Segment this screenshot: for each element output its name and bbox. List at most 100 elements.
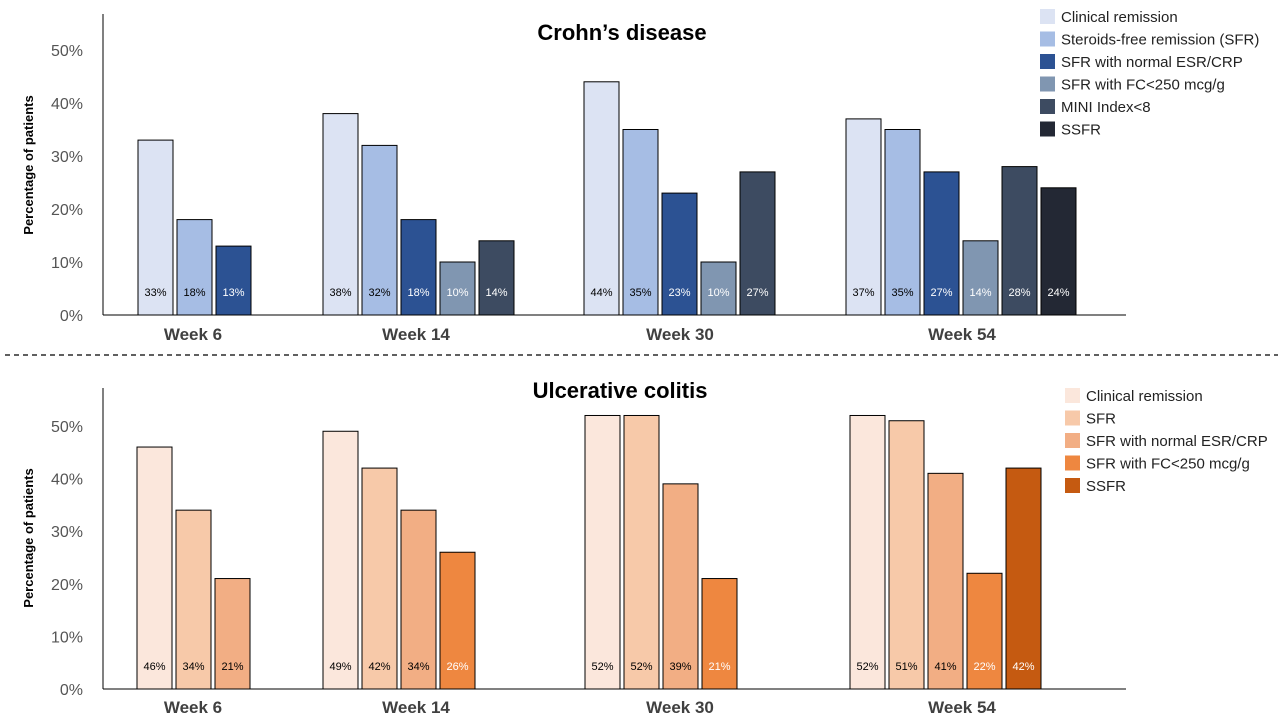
uc-data-label: 52% [591, 661, 613, 673]
crohns-y-tick-label: 50% [51, 43, 83, 60]
uc-legend-swatch [1065, 410, 1080, 426]
crohns-x-tick-label: Week 6 [164, 325, 222, 344]
crohns-data-label: 33% [144, 287, 166, 299]
uc-data-label: 46% [143, 661, 165, 673]
uc-bar [888, 420, 925, 690]
uc-legend-label: SFR with normal ESR/CRP [1086, 433, 1268, 450]
uc-legend-label: SFR [1086, 411, 1116, 428]
crohns-data-label: 35% [629, 287, 651, 299]
crohns-bar [1040, 187, 1077, 316]
uc-x-tick-label: Week 14 [382, 698, 450, 717]
crohns-legend-swatch [1040, 99, 1055, 114]
crohns-data-label: 27% [746, 287, 768, 299]
crohns-legend-label: SFR with FC<250 mcg/g [1061, 77, 1225, 94]
uc-y-tick-label: 10% [51, 629, 83, 646]
uc-legend-swatch [1065, 478, 1080, 493]
uc-y-tick-label: 30% [51, 524, 83, 541]
crohns-data-label: 24% [1047, 287, 1069, 299]
uc-legend-label: SSFR [1086, 478, 1126, 495]
uc-x-tick-label: Week 54 [928, 698, 996, 717]
crohns-bar [400, 219, 437, 316]
crohns-bar [137, 139, 174, 316]
uc-data-label: 51% [895, 661, 917, 673]
uc-bar [849, 414, 886, 690]
crohns-data-label: 37% [852, 287, 874, 299]
uc-legend-label: Clinical remission [1086, 388, 1203, 405]
crohns-y-tick-label: 40% [51, 96, 83, 113]
uc-y-tick-label: 50% [51, 419, 83, 436]
uc-bar [623, 414, 660, 690]
uc-data-label: 34% [182, 661, 204, 673]
uc-bar [1005, 467, 1042, 690]
crohns-y-tick-label: 0% [60, 308, 83, 325]
uc-legend-swatch [1065, 455, 1080, 471]
crohns-bar [923, 171, 960, 316]
crohns-bar [884, 129, 921, 316]
uc-data-label: 21% [708, 661, 730, 673]
crohns-x-tick-label: Week 14 [382, 325, 450, 344]
crohns-bar [661, 192, 698, 316]
crohns-data-label: 23% [668, 287, 690, 299]
uc-legend-swatch [1065, 433, 1080, 448]
crohns-data-label: 14% [485, 287, 507, 299]
uc-legend-label: SFR with FC<250 mcg/g [1086, 456, 1250, 473]
uc-bar [361, 467, 398, 690]
uc-data-label: 42% [1012, 661, 1034, 673]
uc-bar [662, 483, 699, 690]
crohns-data-label: 18% [183, 287, 205, 299]
crohns-bar [322, 113, 359, 316]
crohns-legend-label: SSFR [1061, 122, 1101, 139]
uc-x-tick-label: Week 30 [646, 698, 714, 717]
crohns-x-tick-label: Week 30 [646, 325, 714, 344]
uc-bar [214, 578, 251, 690]
uc-bar [701, 578, 738, 690]
uc-data-label: 52% [630, 661, 652, 673]
crohns-chart-title: Crohn’s disease [537, 20, 706, 45]
crohns-legend-swatch [1040, 121, 1055, 137]
crohns-bar [739, 171, 776, 316]
crohns-data-label: 18% [407, 287, 429, 299]
crohns-data-label: 28% [1008, 287, 1030, 299]
uc-y-tick-label: 40% [51, 472, 83, 489]
uc-x-tick-label: Week 6 [164, 698, 222, 717]
crohns-legend-label: SFR with normal ESR/CRP [1061, 54, 1243, 71]
crohns-bar [962, 240, 999, 316]
crohns-data-label: 10% [707, 287, 729, 299]
crohns-bar [845, 118, 882, 316]
crohns-legend-swatch [1040, 76, 1055, 92]
crohns-legend-swatch [1040, 54, 1055, 69]
crohns-bar [622, 129, 659, 316]
crohns-data-label: 35% [891, 287, 913, 299]
crohns-data-label: 32% [368, 287, 390, 299]
crohns-data-label: 13% [222, 287, 244, 299]
uc-bar [400, 509, 437, 690]
uc-data-label: 34% [407, 661, 429, 673]
crohns-data-label: 14% [969, 287, 991, 299]
uc-data-label: 52% [856, 661, 878, 673]
crohns-bar [1001, 166, 1038, 316]
crohns-bar [478, 240, 515, 316]
crohns-bar [176, 219, 213, 316]
crohns-bar [439, 261, 476, 316]
crohns-data-label: 38% [329, 287, 351, 299]
uc-bar [584, 414, 621, 690]
uc-y-axis-label: Percentage of patients [21, 468, 36, 607]
crohns-legend-label: Clinical remission [1061, 9, 1178, 26]
crohns-y-tick-label: 10% [51, 255, 83, 272]
uc-data-label: 26% [446, 661, 468, 673]
uc-bar [322, 430, 359, 690]
uc-data-label: 41% [934, 661, 956, 673]
uc-bar [439, 551, 476, 690]
uc-data-label: 49% [329, 661, 351, 673]
crohns-bar [215, 245, 252, 316]
uc-bar [966, 572, 1003, 690]
crohns-legend-swatch [1040, 31, 1055, 47]
uc-bar [175, 509, 212, 690]
uc-chart-title: Ulcerative colitis [533, 378, 708, 403]
crohns-x-tick-label: Week 54 [928, 325, 996, 344]
uc-data-label: 22% [973, 661, 995, 673]
crohns-legend-label: MINI Index<8 [1061, 99, 1151, 116]
crohns-bar [700, 261, 737, 316]
crohns-data-label: 10% [446, 287, 468, 299]
